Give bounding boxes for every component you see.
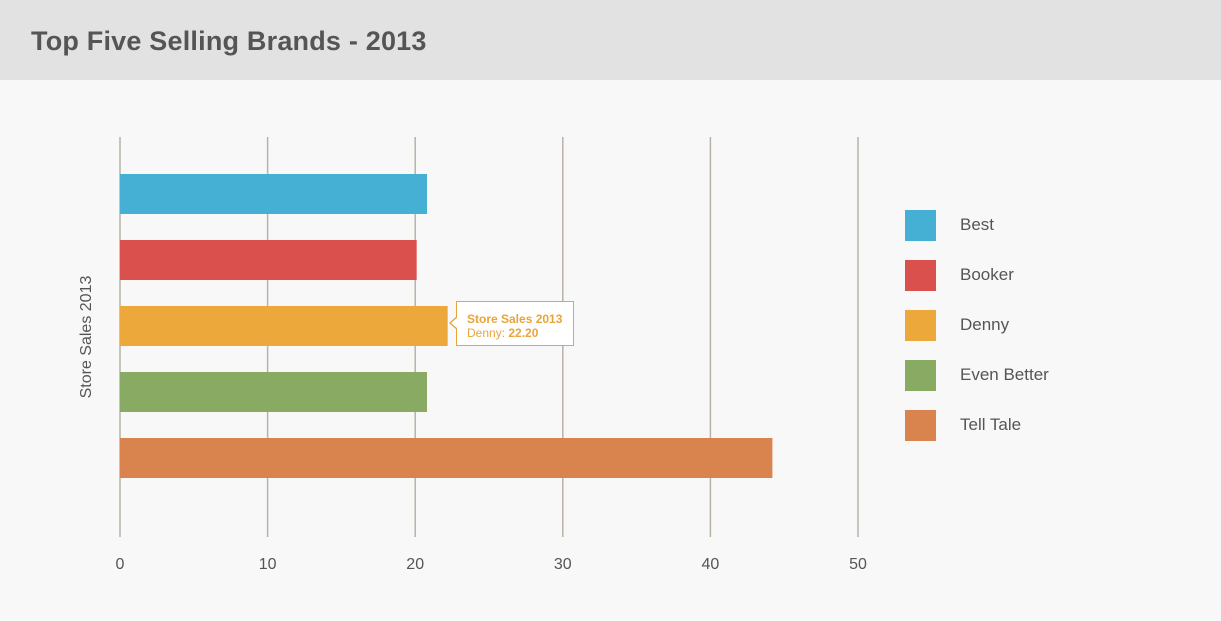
legend-label: Even Better xyxy=(960,365,1049,384)
bar-best[interactable] xyxy=(120,174,428,214)
tooltip-separator: : xyxy=(501,326,506,340)
x-tick-label: 30 xyxy=(554,556,572,573)
tooltip-value: 22.20 xyxy=(508,326,539,340)
bar-denny[interactable] xyxy=(120,306,448,346)
tooltip-body: Denny: 22.20 xyxy=(467,326,573,340)
legend-swatch xyxy=(905,210,936,241)
legend-swatch xyxy=(905,410,936,441)
legend-label: Booker xyxy=(960,265,1014,284)
bar-tell-tale[interactable] xyxy=(120,438,773,478)
chart-title: Top Five Selling Brands - 2013 xyxy=(31,26,427,56)
x-tick-labels: 0 10 20 30 40 50 xyxy=(116,556,867,573)
legend-swatch xyxy=(905,260,936,291)
x-tick-label: 10 xyxy=(259,556,277,573)
x-tick-label: 0 xyxy=(116,556,125,573)
legend-label: Tell Tale xyxy=(960,415,1022,434)
legend-swatch xyxy=(905,360,936,391)
bar-group xyxy=(120,174,773,478)
legend-label: Best xyxy=(960,215,995,234)
header-bar: Top Five Selling Brands - 2013 xyxy=(0,0,1221,80)
tooltip-series: Store Sales 2013 xyxy=(467,312,563,326)
legend-label: Denny xyxy=(960,315,1010,334)
tooltip-category: Denny xyxy=(467,326,502,340)
legend-swatch xyxy=(905,310,936,341)
x-tick-label: 40 xyxy=(702,556,720,573)
bar-booker[interactable] xyxy=(120,240,417,280)
x-tick-label: 50 xyxy=(849,556,867,573)
bar-tooltip: Store Sales 2013 Denny: 22.20 xyxy=(449,301,574,346)
bar-even-better[interactable] xyxy=(120,372,428,412)
x-tick-label: 20 xyxy=(406,556,424,573)
